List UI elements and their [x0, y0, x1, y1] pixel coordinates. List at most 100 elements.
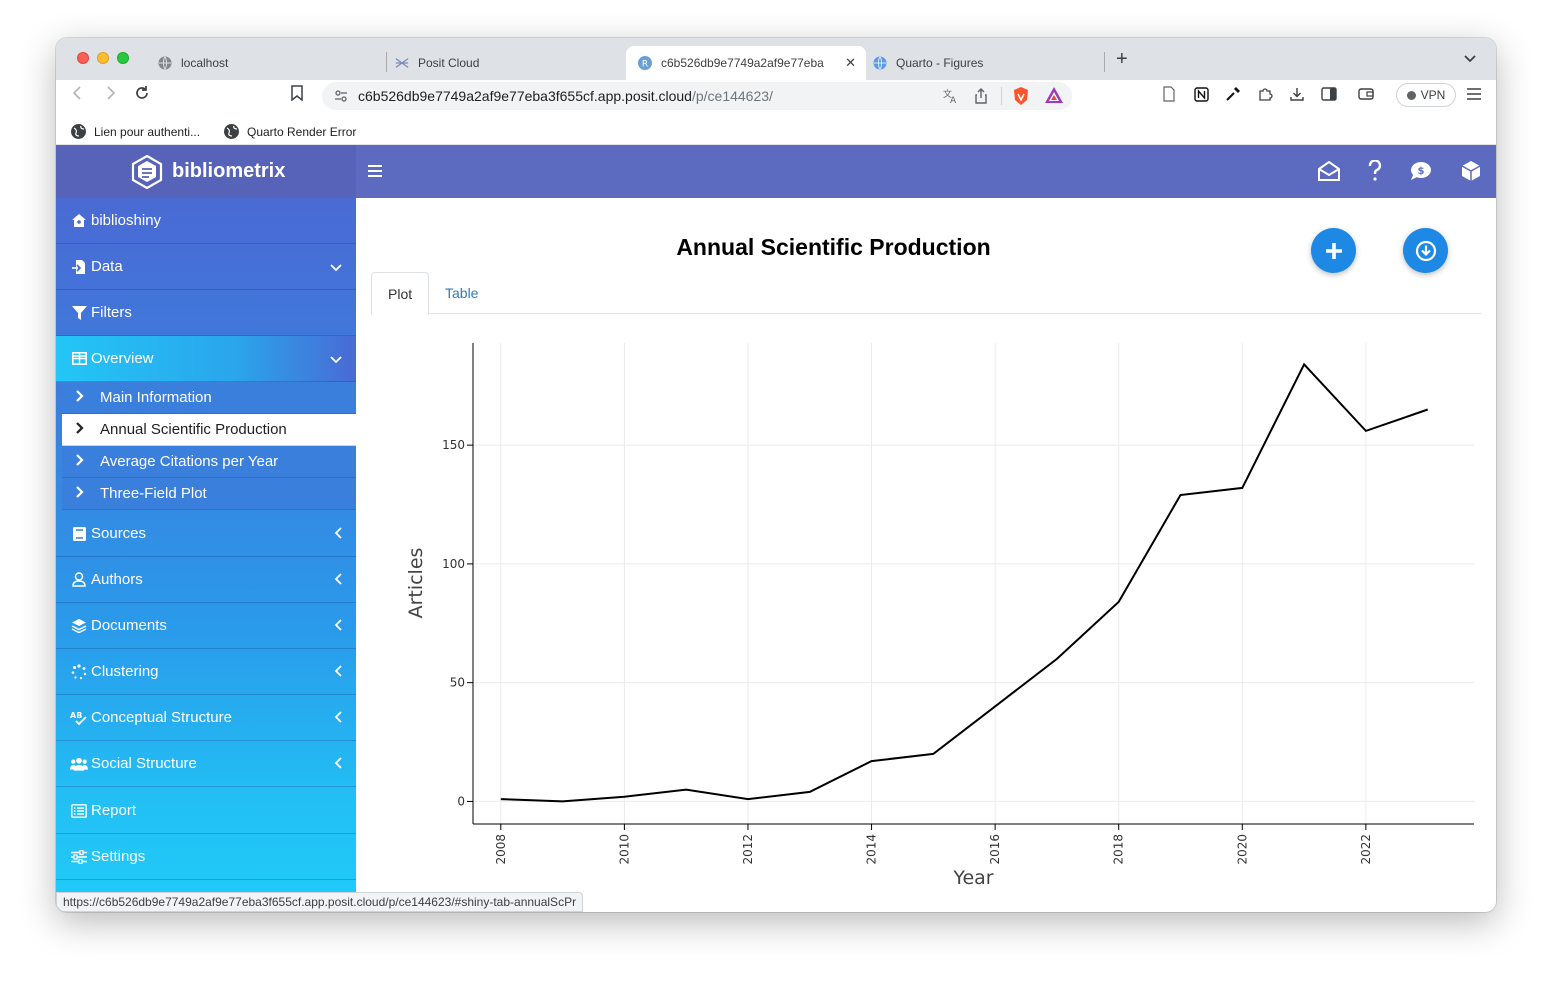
- sidebar-subitem-main-information[interactable]: Main Information: [62, 382, 356, 414]
- brave-rewards-icon[interactable]: [1044, 86, 1064, 104]
- browser-tab-localhost[interactable]: localhost: [146, 46, 384, 80]
- sidebar-item-settings[interactable]: Settings: [56, 834, 356, 880]
- brave-shield-icon[interactable]: [1012, 86, 1030, 106]
- brand[interactable]: bibliometrix: [56, 145, 356, 198]
- sidebar-item-label: Overview: [91, 350, 154, 367]
- tab-plot[interactable]: Plot: [371, 272, 430, 315]
- close-tab-icon[interactable]: ✕: [845, 55, 856, 70]
- envelope-open-icon[interactable]: [1316, 158, 1342, 184]
- y-axis-title: Articles: [406, 548, 427, 619]
- sidebar-subitem-annual-scientific-production[interactable]: Annual Scientific Production: [62, 414, 356, 446]
- sidebar-subitem-label: Main Information: [100, 389, 212, 406]
- sidebar-item-biblioshiny[interactable]: biblioshiny: [56, 198, 356, 244]
- url-path: /p/ce144623/: [691, 88, 773, 104]
- x-tick-label: 2010: [617, 834, 631, 865]
- chevron-down-icon: [330, 259, 342, 275]
- y-tick-label: 150: [442, 438, 465, 452]
- new-tab-button[interactable]: +: [1116, 48, 1128, 70]
- sidebar-item-clustering[interactable]: Clustering: [56, 649, 356, 695]
- table-icon: [70, 352, 88, 365]
- x-tick-label: 2016: [988, 834, 1002, 865]
- back-icon[interactable]: [70, 85, 86, 106]
- share-icon[interactable]: [974, 88, 988, 104]
- svg-text:文: 文: [943, 88, 952, 100]
- sidebar-item-label: Documents: [91, 617, 167, 634]
- plot-tabs: Plot Table: [371, 272, 1481, 315]
- layers-icon: [70, 618, 88, 633]
- extensions-icon[interactable]: [1257, 86, 1273, 102]
- sidebar-item-sources[interactable]: Sources: [56, 511, 356, 557]
- list-icon: [70, 803, 88, 818]
- globe-icon: [224, 124, 239, 139]
- tab-title: Quarto - Figures: [896, 56, 984, 70]
- sidebar-toggle-icon[interactable]: [1321, 86, 1337, 102]
- menu-icon[interactable]: [1466, 86, 1482, 102]
- vpn-button[interactable]: VPN: [1396, 83, 1456, 107]
- sidebar-item-filters[interactable]: Filters: [56, 290, 356, 336]
- eyedropper-icon[interactable]: [1225, 86, 1241, 102]
- app-header: bibliometrix $: [56, 145, 1496, 198]
- add-to-report-button[interactable]: [1311, 228, 1356, 273]
- sidebar-item-documents[interactable]: Documents: [56, 603, 356, 649]
- vpn-label: VPN: [1420, 88, 1446, 102]
- posit-icon: [395, 56, 409, 70]
- book-icon: [70, 526, 88, 541]
- sidebar-item-label: Conceptual Structure: [91, 709, 232, 726]
- sidebar-item-report[interactable]: Report: [56, 788, 356, 834]
- sidebar-item-social-structure[interactable]: Social Structure: [56, 741, 356, 787]
- site-settings-icon[interactable]: [334, 89, 348, 103]
- comment-dollar-icon[interactable]: $: [1408, 158, 1434, 184]
- bookmark-icon[interactable]: [290, 85, 304, 106]
- download-icon[interactable]: [1289, 86, 1305, 102]
- sidebar-toggle-button[interactable]: [368, 159, 388, 183]
- annual-production-chart: 0 50 100 150 2008 2010 2012 2014 2016 2018 2020 202…: [406, 343, 1474, 889]
- plus-icon: [1325, 242, 1342, 259]
- bibliometrix-logo-icon: [131, 154, 163, 189]
- help-icon[interactable]: [1362, 158, 1388, 184]
- x-tick-label: 2014: [865, 834, 879, 865]
- notion-icon[interactable]: [1193, 86, 1209, 102]
- sidebar-item-label: Report: [91, 802, 137, 819]
- zoom-window-button[interactable]: [117, 52, 129, 64]
- download-plot-button[interactable]: [1403, 228, 1448, 273]
- x-tick-label: 2020: [1235, 834, 1249, 865]
- cube-icon[interactable]: [1458, 158, 1484, 184]
- sidebar-item-label: Filters: [91, 304, 132, 321]
- sidebar-item-label: biblioshiny: [91, 212, 162, 229]
- sidebar-subitem-label: Annual Scientific Production: [100, 421, 287, 438]
- sidebar-subitem-three-field-plot[interactable]: Three-Field Plot: [62, 478, 356, 510]
- svg-text:AB: AB: [70, 711, 82, 720]
- sidebar-item-conceptual-structure[interactable]: AB Conceptual Structure: [56, 695, 356, 741]
- globe-icon: [71, 124, 86, 139]
- browser-tab-posit-cloud[interactable]: Posit Cloud: [383, 46, 621, 80]
- close-window-button[interactable]: [77, 52, 89, 64]
- globe-icon: [158, 56, 172, 70]
- forward-icon[interactable]: [102, 85, 118, 106]
- wallet-icon[interactable]: [1358, 86, 1374, 102]
- tab-table[interactable]: Table: [445, 285, 479, 301]
- chevron-right-icon: [76, 390, 94, 405]
- bookmark-label: Quarto Render Error: [247, 124, 357, 139]
- chevron-down-icon[interactable]: [1464, 50, 1476, 66]
- x-axis-title: Year: [952, 867, 993, 889]
- minimize-window-button[interactable]: [97, 52, 109, 64]
- browser-toolbar: c6b526db9e7749a2af9e77eba3f655cf.app.pos…: [56, 80, 1496, 118]
- bookmark-item[interactable]: Lien pour authenti...: [71, 118, 200, 145]
- sidebar-subitem-average-citations[interactable]: Average Citations per Year: [62, 446, 356, 478]
- sidebar-item-authors[interactable]: Authors: [56, 557, 356, 603]
- import-icon: [70, 259, 88, 275]
- browser-tab-quarto[interactable]: Quarto - Figures: [861, 46, 1099, 80]
- reload-icon[interactable]: [134, 85, 150, 106]
- main-content: Annual Scientific Production Plot Table …: [356, 198, 1496, 912]
- browser-tab-active[interactable]: R c6b526db9e7749a2af9e77eba ✕: [626, 46, 866, 80]
- reader-icon[interactable]: [1161, 86, 1177, 102]
- address-bar[interactable]: c6b526db9e7749a2af9e77eba3f655cf.app.pos…: [322, 82, 1072, 110]
- sidebar-item-data[interactable]: Data: [56, 244, 356, 290]
- sidebar-item-overview[interactable]: Overview: [56, 336, 356, 382]
- spellcheck-icon: AB: [70, 710, 88, 726]
- chevron-left-icon: [334, 710, 342, 726]
- bookmark-item[interactable]: Quarto Render Error: [224, 118, 356, 145]
- brand-name: bibliometrix: [172, 160, 286, 182]
- chevron-right-icon: [76, 422, 94, 437]
